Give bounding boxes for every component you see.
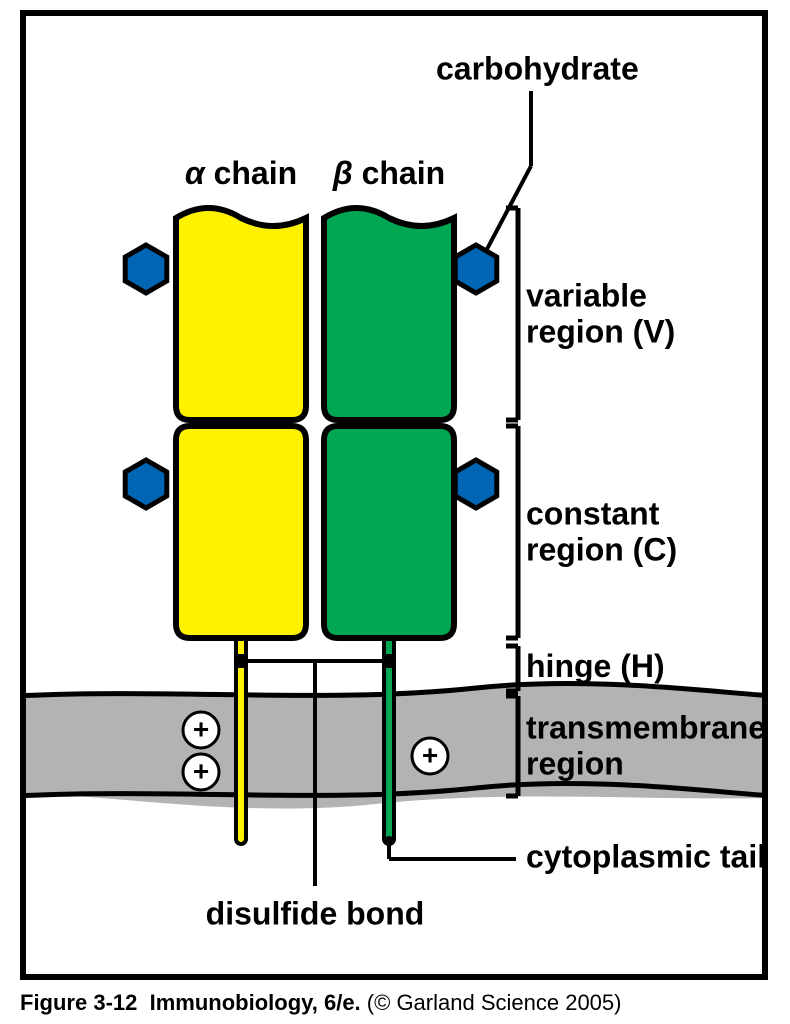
svg-text:constant: constant — [526, 495, 660, 531]
svg-text:+: + — [193, 755, 209, 786]
svg-text:carbohydrate: carbohydrate — [436, 50, 639, 86]
svg-text:+: + — [193, 713, 209, 744]
figure-caption: Figure 3-12 Immunobiology, 6/e. (© Garla… — [20, 990, 621, 1016]
svg-text:region (V): region (V) — [526, 313, 675, 349]
caption-figure: Figure 3-12 — [20, 990, 137, 1015]
svg-text:α chain: α chain — [185, 155, 297, 191]
svg-text:variable: variable — [526, 277, 647, 313]
svg-text:+: + — [422, 739, 438, 770]
svg-text:transmembrane: transmembrane — [526, 709, 762, 745]
svg-text:β chain: β chain — [332, 155, 445, 191]
svg-text:region: region — [526, 745, 624, 781]
svg-text:hinge (H): hinge (H) — [526, 648, 665, 684]
caption-title: Immunobiology, 6/e. — [150, 990, 361, 1015]
caption-copyright: (© Garland Science 2005) — [367, 990, 622, 1015]
diagram-frame: disulfide bond + + + carbohydrate α chain β ch… — [20, 10, 768, 980]
svg-text:region (C): region (C) — [526, 531, 677, 567]
figure-container: disulfide bond + + + carbohydrate α chain β ch… — [0, 0, 790, 1024]
svg-text:disulfide bond: disulfide bond — [206, 895, 425, 931]
svg-text:cytoplasmic tail: cytoplasmic tail — [526, 838, 762, 874]
diagram-svg: disulfide bond + + + carbohydrate α chain β ch… — [26, 16, 762, 974]
